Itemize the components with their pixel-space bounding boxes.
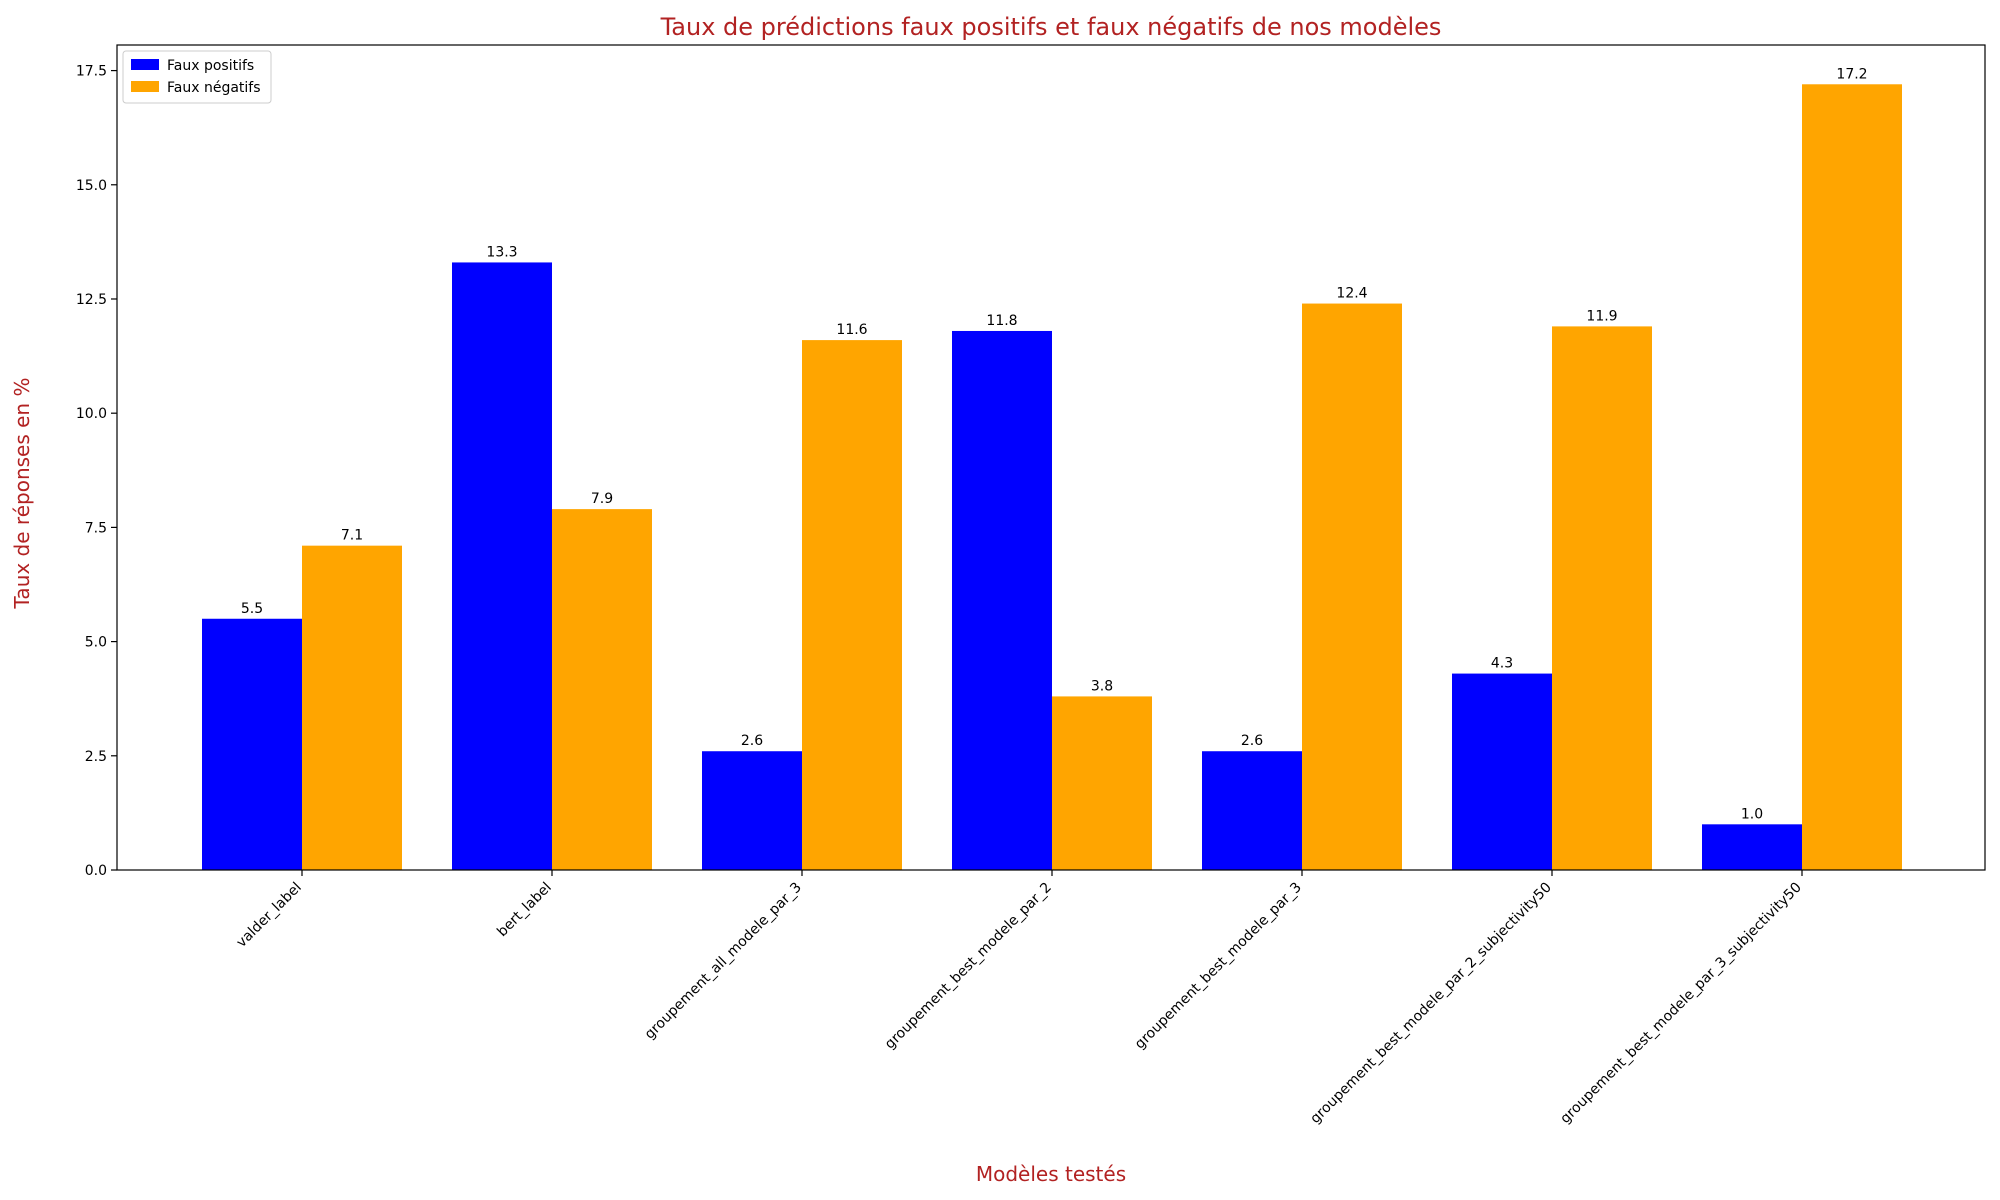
y-tick-label: 17.5 (76, 64, 107, 80)
x-axis-label: Modèles testés (976, 1162, 1126, 1186)
data-label: 17.2 (1836, 66, 1867, 82)
legend-box (122, 50, 272, 104)
bar (802, 340, 902, 870)
bar (1452, 673, 1552, 870)
data-labels-layer: 5.5 7.1 13.3 7.9 2.6 11.6 11.8 3.8 2.6 12.4 4.3 11.… (241, 66, 1868, 822)
data-label: 11.8 (986, 313, 1017, 329)
data-label: 7.9 (591, 491, 613, 507)
data-label: 12.4 (1336, 286, 1367, 302)
y-tick-label: 10.0 (76, 406, 107, 422)
chart-title: Taux de prédictions faux positifs et fau… (660, 13, 1442, 41)
data-label: 3.8 (1091, 678, 1113, 694)
bars-layer (202, 84, 1902, 871)
bar (1802, 84, 1902, 871)
x-tick-label: groupement_best_modele_par_2_subjectivit… (1307, 880, 1554, 1127)
x-tick-label: groupement_best_modele_par_3_subjectivit… (1557, 880, 1804, 1127)
legend-label: Faux positifs (167, 58, 254, 74)
x-tick-label: valder_label (233, 880, 304, 951)
bar (952, 330, 1052, 870)
data-label: 1.0 (1741, 806, 1763, 822)
bar (552, 509, 652, 870)
y-tick-label: 2.5 (85, 749, 107, 765)
y-tick-label: 5.0 (85, 635, 107, 651)
bar (302, 545, 402, 870)
legend: Faux positifs Faux négatifs (122, 50, 272, 104)
bar (1052, 696, 1152, 870)
bar (1552, 326, 1652, 870)
bar (702, 751, 802, 870)
data-label: 5.5 (241, 601, 263, 617)
data-label: 2.6 (741, 733, 763, 749)
plot-frame (116, 44, 1986, 871)
x-tick-label: groupement_best_modele_par_3 (1132, 880, 1305, 1053)
bar (202, 618, 302, 870)
data-label: 4.3 (1491, 656, 1513, 672)
bar (1302, 303, 1402, 870)
data-label: 7.1 (341, 528, 363, 544)
legend-swatch (131, 81, 159, 92)
y-tick-label: 0.0 (85, 863, 107, 879)
x-tick-label: bert_label (494, 880, 555, 941)
data-label: 11.6 (836, 322, 867, 338)
y-tick-label: 15.0 (76, 178, 107, 194)
legend-swatch (131, 59, 159, 70)
data-label: 11.9 (1586, 308, 1617, 324)
legend-label: Faux négatifs (167, 80, 261, 96)
bar (1702, 824, 1802, 870)
y-axis-label: Taux de réponses en % (10, 378, 34, 610)
bar (1202, 751, 1302, 870)
x-tick-label: groupement_best_modele_par_2 (882, 880, 1055, 1053)
y-tick-label: 7.5 (85, 520, 107, 536)
x-tick-label: groupement_all_modele_par_3 (642, 880, 805, 1043)
data-label: 13.3 (486, 244, 517, 260)
data-label: 2.6 (1241, 733, 1263, 749)
bar (452, 262, 552, 870)
y-tick-label: 12.5 (76, 292, 107, 308)
